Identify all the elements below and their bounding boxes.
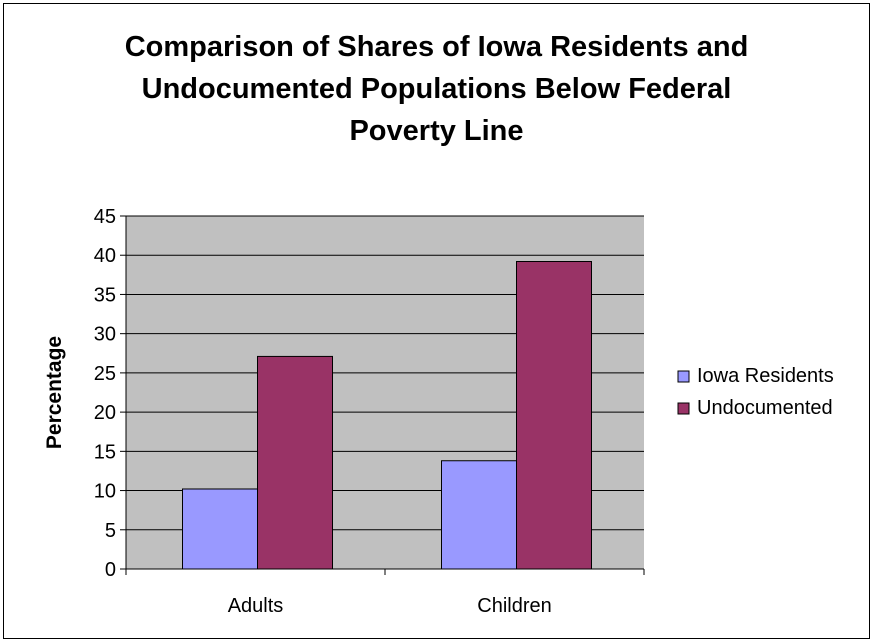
y-axis-label: Percentage <box>43 336 66 449</box>
y-tick-label: 15 <box>94 441 116 463</box>
bar-iowa-residents-adults <box>182 488 258 570</box>
bar-iowa-residents-children <box>441 460 517 570</box>
x-tick-label: Adults <box>228 595 284 617</box>
y-tick-label: 25 <box>94 363 116 385</box>
legend: Iowa Residents Undocumented <box>677 365 834 419</box>
bar-undocumented-children <box>516 260 592 570</box>
y-tick-label: 5 <box>105 520 116 542</box>
y-tick-label: 30 <box>94 324 116 346</box>
bar-undocumented-adults <box>257 355 333 570</box>
axes: 0 5 10 15 20 25 30 35 40 45 Adults Children Percenta… <box>43 206 645 617</box>
y-tick-label: 20 <box>94 402 116 424</box>
legend-label-undocumented: Undocumented <box>697 397 833 419</box>
y-tick-label: 40 <box>94 245 116 267</box>
x-tick-label: Children <box>477 595 551 617</box>
chart-frame: Comparison of Shares of Iowa Residents a… <box>3 3 870 639</box>
y-tick-label: 0 <box>105 559 116 581</box>
legend-swatch-undocumented <box>677 402 690 415</box>
legend-swatch-iowa-residents <box>677 370 690 383</box>
chart-title: Comparison of Shares of Iowa Residents a… <box>124 31 749 147</box>
plot-area <box>126 215 644 570</box>
bar-chart: 0 5 10 15 20 25 30 35 40 45 Adults Children Percenta… <box>43 206 834 617</box>
y-tick-label: 10 <box>94 481 116 503</box>
y-tick-label: 35 <box>94 284 116 306</box>
y-tick-label: 45 <box>94 206 116 228</box>
legend-label-iowa-residents: Iowa Residents <box>697 365 834 387</box>
